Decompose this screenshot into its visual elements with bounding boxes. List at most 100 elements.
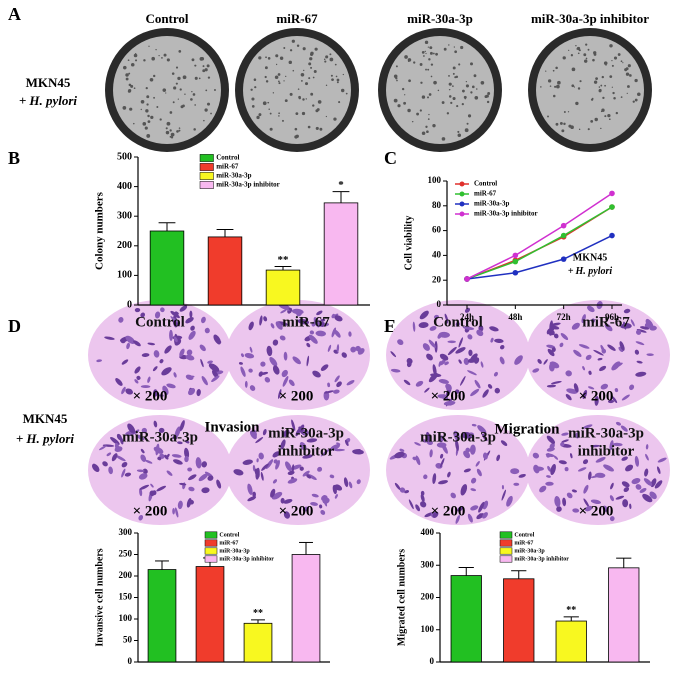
cell xyxy=(323,390,334,394)
colony xyxy=(632,100,635,103)
cell xyxy=(136,434,145,441)
cell xyxy=(119,437,124,445)
colony xyxy=(295,112,299,116)
colony xyxy=(463,95,467,99)
panel-label: B xyxy=(8,148,20,168)
colony xyxy=(549,85,552,87)
dish-well xyxy=(536,36,644,144)
cell xyxy=(190,325,195,331)
colony xyxy=(423,55,425,57)
cell xyxy=(420,490,425,496)
cell xyxy=(272,365,280,375)
colony xyxy=(329,57,334,62)
bar xyxy=(323,202,359,306)
colony xyxy=(568,49,570,51)
cell xyxy=(499,344,505,350)
colony xyxy=(169,111,173,114)
cell xyxy=(533,464,540,474)
colony xyxy=(465,84,469,88)
cell xyxy=(353,449,361,452)
colony xyxy=(319,127,323,131)
colony xyxy=(452,66,456,70)
colony xyxy=(265,56,267,59)
colony xyxy=(607,113,611,118)
colony xyxy=(278,115,280,117)
cell xyxy=(429,449,433,458)
colony xyxy=(583,59,588,63)
dish-title: miR-30a-3p xyxy=(407,11,473,26)
cell xyxy=(125,335,136,344)
bar xyxy=(243,622,273,663)
colony xyxy=(413,61,416,64)
cell xyxy=(500,440,508,446)
cell xyxy=(134,379,139,384)
cell xyxy=(571,489,577,493)
cell xyxy=(149,490,155,497)
cell xyxy=(317,466,323,472)
cell xyxy=(441,442,448,454)
cell xyxy=(571,322,580,330)
colony xyxy=(453,46,456,48)
colony xyxy=(267,101,270,104)
legend-label: miR-30a-3p inhibitor xyxy=(216,181,280,189)
cell xyxy=(292,356,301,365)
cell xyxy=(582,366,585,371)
colony xyxy=(206,102,211,106)
cell xyxy=(573,349,582,357)
cell xyxy=(332,484,337,495)
cell xyxy=(463,357,470,365)
cell xyxy=(582,389,588,400)
cell xyxy=(270,323,275,329)
colony xyxy=(324,60,327,63)
colony xyxy=(338,101,341,104)
cell xyxy=(333,329,341,338)
colony xyxy=(145,86,148,90)
y-tick-label: 200 xyxy=(421,592,435,602)
cell xyxy=(141,353,150,357)
cell xyxy=(336,344,340,353)
colony xyxy=(427,46,429,48)
colony xyxy=(312,76,315,79)
colony xyxy=(128,72,131,75)
cell xyxy=(455,439,459,452)
cell xyxy=(432,364,437,376)
series-line xyxy=(466,192,613,280)
legend-swatch xyxy=(499,547,513,555)
colony xyxy=(128,83,132,87)
cell xyxy=(121,359,129,365)
colony xyxy=(251,105,255,108)
cell xyxy=(216,479,222,489)
colony xyxy=(487,92,491,95)
colony xyxy=(575,101,579,106)
colony xyxy=(146,95,150,99)
colony xyxy=(333,117,337,121)
cell xyxy=(121,468,126,478)
colony xyxy=(142,122,147,126)
cell xyxy=(106,452,112,457)
cell xyxy=(460,484,468,496)
colony xyxy=(204,108,208,112)
cell xyxy=(461,432,471,438)
colony xyxy=(340,88,345,93)
cell xyxy=(346,380,355,386)
legend-label: miR-67 xyxy=(514,540,533,546)
colony xyxy=(258,56,262,60)
cell xyxy=(247,483,253,495)
cell xyxy=(272,339,279,346)
cell xyxy=(560,442,565,447)
colony xyxy=(617,53,621,56)
cell xyxy=(271,491,283,500)
colony xyxy=(573,86,576,88)
cell xyxy=(455,321,460,327)
panel-label: C xyxy=(384,148,397,168)
cell xyxy=(582,424,593,429)
cell xyxy=(160,307,165,313)
cell xyxy=(166,453,170,458)
colony xyxy=(275,63,278,66)
colony xyxy=(296,44,300,47)
colony xyxy=(251,97,255,101)
cell xyxy=(657,466,661,475)
cell xyxy=(619,341,625,351)
colony xyxy=(598,86,601,88)
colony xyxy=(419,109,422,112)
